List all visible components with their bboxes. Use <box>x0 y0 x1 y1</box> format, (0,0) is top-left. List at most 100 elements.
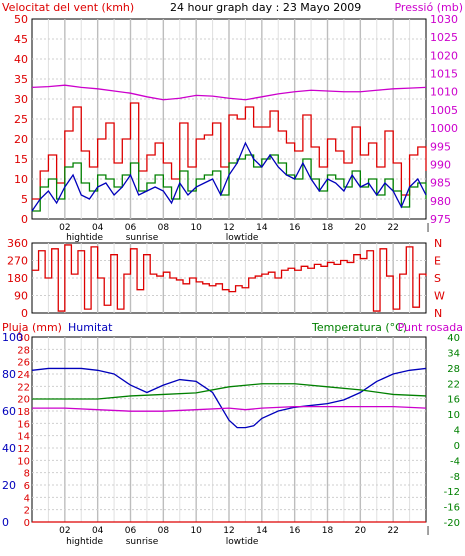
temp-tick-label: -8 <box>450 472 460 483</box>
tick-label: E <box>434 255 441 268</box>
temp-tick-label: -12 <box>444 487 460 498</box>
hour-tick-end: | <box>426 223 429 233</box>
rain-tick-label: 26 <box>17 358 30 369</box>
tick-label: N <box>434 307 442 320</box>
tick-label: 90 <box>14 290 28 303</box>
tick-label: 5 <box>21 193 28 206</box>
hour-tick-label: 06 <box>125 526 137 536</box>
rain-tick-label: 0 <box>24 518 30 529</box>
panel-wind-right-ticks: 975 980 985 990 995 1000 1005 1010 1015 1020 1025 1… <box>430 13 458 226</box>
temp-tick-label: 16 <box>447 395 460 406</box>
rain-tick-label: 30 <box>17 333 30 344</box>
tick-label: N <box>434 237 442 250</box>
temp-tick-label: 4 <box>454 426 460 437</box>
panel-thermo-hour-ticks: 02 04 06 08 10 12 14 16 18 20 22 | <box>59 526 429 536</box>
rain-tick-label: 12 <box>17 444 30 455</box>
humidity-tick-label: 60 <box>2 405 16 418</box>
panel-wind-lines <box>31 84 427 212</box>
rain-tick-label: 4 <box>24 493 30 504</box>
tick-label: 1015 <box>430 68 458 81</box>
humidity-tick-label: 0 <box>2 516 9 529</box>
humidity-tick-label: 100 <box>2 331 23 344</box>
tick-label: 1030 <box>430 13 458 26</box>
hour-tick-label: 20 <box>355 223 367 233</box>
panel-thermo-markers: hightide sunrise lowtide <box>66 537 259 547</box>
temp-tick-label: -16 <box>444 503 460 514</box>
marker-sunrise: sunrise <box>126 537 159 547</box>
temp-tick-label: 22 <box>447 379 460 390</box>
hour-tick-label: 04 <box>92 526 104 536</box>
hour-tick-label: 12 <box>223 223 234 233</box>
rain-tick-label: 2 <box>24 506 30 517</box>
series-dewpoint <box>32 405 427 412</box>
hour-tick-label: 08 <box>158 526 170 536</box>
rain-tick-label: 18 <box>17 407 30 418</box>
tick-label: 35 <box>14 73 28 86</box>
pressure-axis-title: Pressió (mb) <box>394 1 463 14</box>
hour-tick-label: 06 <box>125 223 137 233</box>
tick-label: 1005 <box>430 104 458 117</box>
tick-label: 180 <box>7 272 28 285</box>
hour-tick-label: 10 <box>190 223 202 233</box>
hour-tick-label: 22 <box>387 526 398 536</box>
humidity-tick-label: 80 <box>2 368 16 381</box>
series-avg <box>31 141 427 212</box>
series-temperature <box>32 383 427 400</box>
series-humidity <box>31 367 427 429</box>
tick-label: 1020 <box>430 49 458 62</box>
dewpoint-axis-title: Punt rosada <box>398 321 463 334</box>
rain-axis-title: Pluja (mm) <box>2 321 62 334</box>
tick-label: 985 <box>430 177 451 190</box>
hour-tick-label: 16 <box>289 526 301 536</box>
tick-label: 360 <box>7 237 28 250</box>
tick-label: 980 <box>430 195 451 208</box>
tick-label: 0 <box>21 213 28 226</box>
hour-tick-label: 02 <box>59 223 70 233</box>
series-direction <box>32 244 427 312</box>
humidity-axis-title: Humitat <box>68 321 113 334</box>
tick-label: 50 <box>14 13 28 26</box>
panel-thermo-lines <box>31 367 427 523</box>
rain-tick-label: 8 <box>24 469 30 480</box>
hour-tick-label: 18 <box>322 526 334 536</box>
marker-hightide: hightide <box>66 537 103 547</box>
tick-label: 975 <box>430 213 451 226</box>
hour-tick-label: 14 <box>256 223 268 233</box>
marker-lowtide: lowtide <box>226 233 259 243</box>
panel-wind-markers: hightide sunrise lowtide <box>66 233 259 243</box>
temp-tick-label: 0 <box>454 441 460 452</box>
tick-label: 0 <box>21 307 28 320</box>
temp-tick-label: -20 <box>444 518 460 529</box>
hour-tick-label: 04 <box>92 223 104 233</box>
hour-tick-label: 02 <box>59 526 70 536</box>
panel-wind-left-ticks: 0 5 10 15 20 25 30 35 40 45 50 <box>14 13 28 226</box>
rain-tick-label: 10 <box>17 456 30 467</box>
temp-tick-label: 10 <box>447 410 460 421</box>
humidity-tick-label: 40 <box>2 442 16 455</box>
temp-tick-label: -4 <box>450 456 460 467</box>
temp-tick-label: 28 <box>447 364 460 375</box>
tick-label: 25 <box>14 113 28 126</box>
temperature-axis-title: Temperatura (°C) <box>311 321 407 334</box>
rain-tick-label: 6 <box>24 481 30 492</box>
hour-tick-label: 14 <box>256 526 268 536</box>
rain-tick-label: 20 <box>17 395 30 406</box>
hour-tick-label: 08 <box>158 223 170 233</box>
rain-tick-label: 22 <box>17 382 30 393</box>
panel-thermo-humidity-ticks: 0 20 40 60 80 100 <box>2 331 23 529</box>
tick-label: 1025 <box>430 31 458 44</box>
rain-tick-label: 24 <box>17 370 30 381</box>
panel-direction-left-ticks: 0 90 180 270 360 <box>7 237 28 320</box>
chart-title: 24 hour graph day : 23 Mayo 2009 <box>170 1 361 14</box>
tick-label: 45 <box>14 33 28 46</box>
hour-tick-label: 22 <box>387 223 398 233</box>
temp-tick-label: 34 <box>447 348 460 359</box>
marker-sunrise: sunrise <box>126 233 159 243</box>
panel-thermo-temp-ticks: -20 -16 -12 -8 -4 0 4 10 16 22 28 34 40 <box>444 333 460 529</box>
series-gust <box>32 102 427 200</box>
wind-axis-title: Velocitat del vent (kmh) <box>2 1 134 14</box>
hour-tick-end: | <box>426 526 429 536</box>
